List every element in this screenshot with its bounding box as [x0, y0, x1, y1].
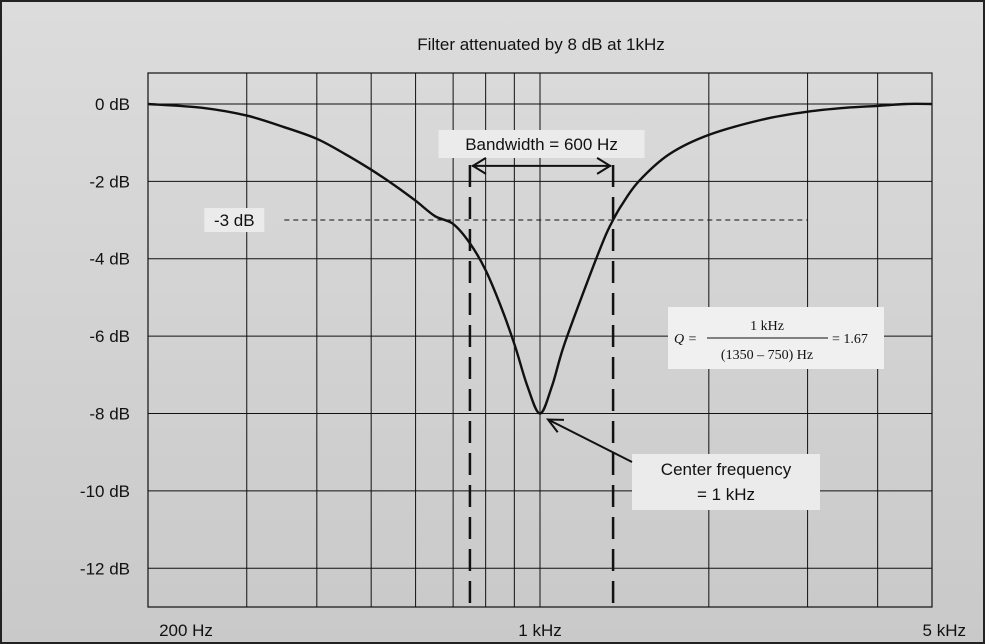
minus-3db-label: -3 dB: [214, 211, 255, 230]
x-tick-label: 1 kHz: [518, 621, 561, 640]
y-tick-label: -4 dB: [89, 250, 130, 269]
minus-3db-label-background: [204, 208, 265, 233]
q-formula-lhs: Q =: [674, 332, 697, 347]
q-formula-denominator: (1350 – 750) Hz: [721, 348, 813, 363]
bandwidth-label: Bandwidth = 600 Hz: [465, 135, 618, 154]
y-tick-label: -10 dB: [80, 482, 130, 501]
center-frequency-label-background: [632, 454, 820, 510]
y-axis-ticks: 0 dB -2 dB -4 dB -6 dB -8 dB -10 dB -12 dB: [80, 95, 130, 578]
series-response-curve: [147, 102, 933, 415]
y-tick-label: -12 dB: [80, 559, 130, 578]
center-frequency-arrow-shaft: [547, 418, 633, 463]
x-tick-label: 5 kHz: [923, 621, 966, 640]
y-tick-label: -2 dB: [89, 172, 130, 191]
bandwidth-arrowhead-left: [471, 157, 487, 175]
x-tick-label: 200 Hz: [159, 621, 213, 640]
center-frequency-label-line1: Center frequency: [661, 460, 792, 479]
q-formula-box: Q = 1 kHz (1350 – 750) Hz = 1.67: [668, 307, 884, 369]
q-formula-result: = 1.67: [832, 332, 868, 347]
center-frequency-arrow: [545, 418, 633, 463]
bandwidth-label-background: [438, 130, 645, 158]
x-axis-ticks: 200 Hz 1 kHz 5 kHz: [159, 621, 966, 640]
center-frequency-arrowhead: [545, 418, 565, 433]
bandwidth-arrowhead-right: [596, 157, 613, 175]
bandwidth-arrow: [471, 157, 613, 175]
y-tick-label: 0 dB: [95, 95, 130, 114]
chart-title: Filter attenuated by 8 dB at 1kHz: [417, 35, 665, 54]
q-formula-numerator: 1 kHz: [750, 319, 784, 334]
y-tick-label: -6 dB: [89, 327, 130, 346]
center-frequency-label-line2: = 1 kHz: [697, 485, 755, 504]
y-tick-label: -8 dB: [89, 405, 130, 424]
